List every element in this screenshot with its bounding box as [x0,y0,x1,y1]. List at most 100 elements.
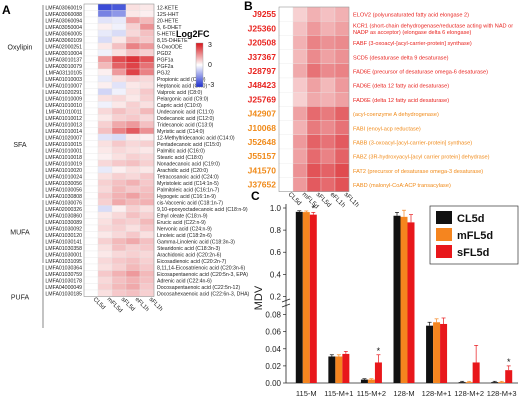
heatmap-a-cell [125,185,141,193]
heatmap-a-cell [139,185,155,193]
heatmap-b-cell [278,120,294,135]
heatmap-b-cell [292,92,308,107]
heatmap-a-cell [97,153,113,161]
heatmap-a-cell [97,179,113,187]
bar [328,356,336,383]
heatmap-a-cell [139,29,155,37]
heatmap-a-cell [83,205,99,213]
metabolite-name: Erucic acid (C22:n-9) [157,220,206,226]
heatmap-a-cell [125,270,141,278]
panel-a: A LMFA03060019 12-KETE LMFA03060088 12S-HHT… [2,3,250,328]
heatmap-a-cell [97,224,113,232]
metabolite-name: Linoleic acid (C18:2n-6) [157,233,212,239]
colorbar [195,42,204,88]
heatmap-a-cell [83,231,99,239]
bar [433,322,441,383]
heatmap-a-cell [111,55,127,63]
heatmap-a-cell [97,127,113,135]
bar [335,356,343,383]
heatmap-b-cell [292,134,308,150]
metabolite-name: Tridecanoic acid (C13:0) [157,123,214,129]
heatmap-a-cell [139,127,155,135]
heatmap-a-cell [97,10,113,18]
bar [295,211,303,383]
metabolite-id: LMFA01010011 [46,110,82,116]
heatmap-a-cell [139,283,155,291]
gene-description-cont: NADP as acceptor) (elongase delta 6 elon… [353,30,472,36]
metabolite-id: LMFA01010019 [45,162,82,168]
heatmap-a-cell [139,250,155,258]
heatmap-a-cell [139,237,155,245]
heatmap-a-cell [83,244,99,252]
heatmap-a-cell [139,75,155,83]
metabolite-name: Propionic acid (C3:0) [157,77,206,83]
y-tick-label: 0.00 [265,379,281,388]
heatmap-a-cell [97,133,113,141]
bar [426,325,434,383]
y-tick-label: 0.2 [270,292,282,301]
group-label: SFA [13,142,27,149]
heatmap-a-cell [97,68,113,76]
heatmap-a-cell [83,159,99,167]
heatmap-a-cell [111,49,127,57]
heatmap-b-cell [334,148,350,164]
metabolite-id: LMFA01030092 [45,227,82,233]
heatmap-a-cell [125,62,141,70]
metabolite-id: LMFA01030056 [45,181,82,187]
bar [309,214,317,383]
heatmap-b-cell [320,120,336,135]
heatmap-a-cell [83,146,99,154]
metabolite-id: LMFA01030759 [45,272,82,278]
heatmap-a-cell [111,36,127,44]
panel-c-label: C [251,189,260,203]
heatmap-a-cell [125,263,141,271]
bar [440,323,448,383]
heatmap-a-cell [125,166,141,174]
heatmap-a-cell [83,23,99,31]
heatmap-a-cell [83,237,99,245]
metabolite-name: 12S-HHT [157,12,179,18]
heatmap-a-cell [83,166,99,174]
gene-description: FABI (enoyl-acp reductase) [353,126,421,132]
metabolite-id: LMFA01010007 [45,84,82,90]
heatmap-a-cell [111,244,127,252]
heatmap-b-cell [334,120,350,135]
gene-description: ELOV2 (polyunsaturated fatty acid elonga… [353,13,469,19]
gene-description: FAT2 (precursor of desaturase omega-3 de… [353,169,483,175]
heatmap-b-cell [306,6,322,22]
heatmap-a-cell [125,55,141,63]
heatmap-a-cell [97,185,113,193]
group-label: Oxylipin [8,44,33,51]
heatmap-a-cell [111,114,127,122]
heatmap-a-cell [139,172,155,180]
heatmap-a-cell [97,250,113,258]
heatmap-a-cell [125,107,141,115]
heatmap-a-cell [83,270,99,278]
heatmap-a-cell [125,88,141,96]
gene-description: FABD (malonyl-CoA:ACP transacylase) [353,183,451,189]
heatmap-a-cell [97,283,113,291]
heatmap-b-cell [306,177,322,192]
heatmap-a-cell [111,224,127,232]
gene-description: KCR1 (short-chain dehydrogenase/reductas… [353,24,513,30]
heatmap-a-cell [83,42,99,50]
heatmap-a-cell [125,16,141,24]
heatmap-b-cell [334,134,350,150]
heatmap-a-cell [111,127,127,135]
heatmap-a-cell [97,29,113,37]
y-tick-label: 1.0 [270,204,282,213]
y-tick-label: 0.6 [270,248,282,257]
heatmap-a-cell [111,42,127,50]
heatmap-a-cell [111,211,127,219]
heatmap-a-cell [139,3,155,11]
heatmap-a-cell [111,263,127,271]
heatmap-b-cell [292,6,308,22]
metabolite-id: LMFA01030185 [45,292,82,298]
heatmap-a-cell [139,192,155,200]
metabolite-id: LMFA03110105 [46,71,82,77]
bar [498,382,506,383]
metabolite-id: LMFA01010009 [45,97,82,103]
heatmap-a-cell [125,101,141,109]
gene-description: FABZ (3R-hydroxyacyl-[acyl carrier prote… [353,155,490,161]
heatmap-b-cell [334,6,350,22]
